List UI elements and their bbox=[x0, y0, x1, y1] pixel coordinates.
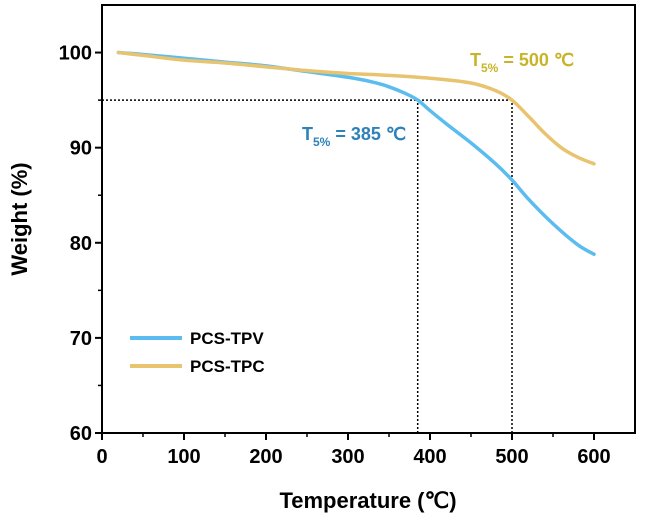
y-tick-label: 90 bbox=[70, 138, 92, 160]
x-tick-label: 500 bbox=[495, 446, 528, 468]
x-axis-ticks: 0 100 200 300 400 500 600 bbox=[96, 433, 611, 468]
y-tick-label: 70 bbox=[70, 328, 92, 350]
y-tick-label: 60 bbox=[70, 423, 92, 445]
plot-frame bbox=[101, 4, 636, 434]
annotation-tpv-symbol: T bbox=[302, 124, 313, 144]
annotation-tpv-t5: T5% = 385 ℃ bbox=[302, 124, 406, 149]
legend-label-pcs-tpv: PCS-TPV bbox=[190, 329, 264, 348]
annotation-tpc-symbol: T bbox=[470, 50, 481, 70]
x-tick-label: 400 bbox=[413, 446, 446, 468]
y-tick-label: 100 bbox=[59, 43, 92, 65]
legend: PCS-TPV PCS-TPC bbox=[130, 329, 265, 376]
reference-lines bbox=[102, 99, 513, 433]
annotation-tpv-subscript: 5% bbox=[313, 135, 331, 149]
annotation-tpc-value: = 500 ℃ bbox=[498, 50, 574, 70]
x-axis-title: Temperature (℃) bbox=[279, 488, 456, 513]
x-tick-label: 300 bbox=[331, 446, 364, 468]
y-tick-label: 80 bbox=[70, 233, 92, 255]
y-axis-title: Weight (%) bbox=[7, 162, 32, 275]
annotation-tpc-t5: T5% = 500 ℃ bbox=[470, 50, 574, 75]
y-axis-ticks: 60 70 80 90 100 bbox=[59, 43, 102, 445]
annotation-tpc-subscript: 5% bbox=[481, 61, 499, 75]
series-layer bbox=[116, 50, 596, 256]
x-tick-label: 100 bbox=[167, 446, 200, 468]
x-tick-label: 200 bbox=[249, 446, 282, 468]
annotation-tpv-value: = 385 ℃ bbox=[330, 124, 406, 144]
series-line-pcs-tpv bbox=[116, 50, 596, 256]
x-tick-label: 0 bbox=[96, 446, 107, 468]
series-line-pcs-tpc bbox=[116, 50, 596, 166]
x-tick-label: 600 bbox=[577, 446, 610, 468]
legend-label-pcs-tpc: PCS-TPC bbox=[190, 357, 265, 376]
